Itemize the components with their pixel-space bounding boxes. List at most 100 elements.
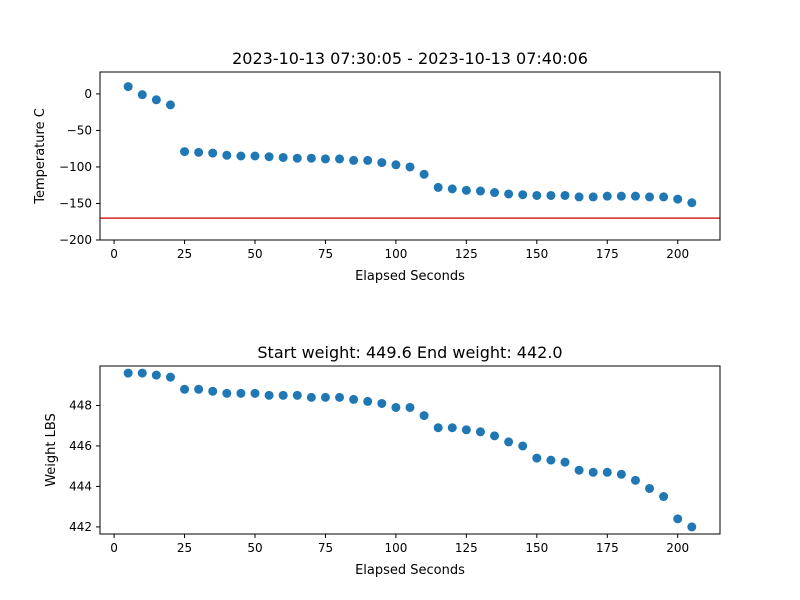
temperature-data-point bbox=[377, 158, 387, 168]
temperature-data-point bbox=[320, 154, 330, 164]
temperature-data-point bbox=[546, 190, 556, 200]
temperature-y-tick-label: −100 bbox=[59, 160, 92, 174]
weight-chart-title: Start weight: 449.6 End weight: 442.0 bbox=[257, 343, 562, 362]
temperature-x-tick-label: 200 bbox=[666, 247, 689, 261]
weight-data-point bbox=[264, 390, 274, 400]
temperature-data-point bbox=[532, 190, 542, 200]
temperature-data-point bbox=[461, 185, 471, 195]
weight-data-point bbox=[278, 390, 288, 400]
weight-data-point bbox=[461, 425, 471, 435]
weight-plot-frame bbox=[99, 365, 721, 535]
temperature-data-point bbox=[560, 190, 570, 200]
temperature-data-point bbox=[137, 90, 147, 100]
weight-y-tick-label: 442 bbox=[69, 520, 92, 534]
temperature-x-axis-label: Elapsed Seconds bbox=[355, 269, 465, 284]
weight-data-point bbox=[419, 411, 429, 421]
temperature-chart-title: 2023-10-13 07:30:05 - 2023-10-13 07:40:0… bbox=[232, 49, 588, 68]
temperature-y-tick-label: 0 bbox=[84, 87, 92, 101]
temperature-x-tick-label: 150 bbox=[525, 247, 548, 261]
weight-data-point bbox=[433, 423, 443, 433]
temperature-chart: 2023-10-13 07:30:05 - 2023-10-13 07:40:0… bbox=[33, 49, 721, 284]
weight-x-tick-label: 150 bbox=[525, 541, 548, 555]
weight-data-point bbox=[518, 441, 528, 451]
weight-data-point bbox=[490, 431, 500, 441]
weight-y-tick-label: 448 bbox=[69, 398, 92, 412]
temperature-data-point bbox=[419, 169, 429, 179]
temperature-data-point bbox=[687, 198, 697, 208]
weight-data-point bbox=[123, 368, 133, 378]
temperature-data-point bbox=[335, 154, 345, 164]
temperature-data-point bbox=[616, 191, 626, 201]
weight-data-point bbox=[616, 469, 626, 479]
temperature-data-point bbox=[588, 192, 598, 202]
weight-data-point bbox=[602, 467, 612, 477]
weight-x-tick-label: 200 bbox=[666, 541, 689, 555]
weight-data-point bbox=[504, 437, 514, 447]
weight-data-point bbox=[447, 423, 457, 433]
temperature-data-point bbox=[490, 188, 500, 198]
weight-data-point bbox=[222, 388, 232, 398]
weight-x-tick-label: 175 bbox=[596, 541, 619, 555]
weight-x-tick-label: 50 bbox=[247, 541, 262, 555]
temperature-y-tick-label: −150 bbox=[59, 196, 92, 210]
temperature-data-point bbox=[349, 155, 359, 165]
temperature-x-tick-label: 50 bbox=[247, 247, 262, 261]
weight-data-point bbox=[137, 368, 147, 378]
weight-data-point bbox=[645, 483, 655, 493]
temperature-data-point bbox=[433, 182, 443, 192]
temperature-data-point bbox=[363, 155, 373, 165]
weight-data-point bbox=[306, 392, 316, 402]
weight-x-axis-label: Elapsed Seconds bbox=[355, 563, 465, 578]
temperature-data-point bbox=[391, 160, 401, 170]
weight-data-point bbox=[250, 388, 260, 398]
temperature-data-point bbox=[306, 153, 316, 163]
weight-x-tick-label: 0 bbox=[110, 541, 118, 555]
weight-data-point bbox=[673, 514, 683, 524]
weight-chart: Start weight: 449.6 End weight: 442.0 0 2… bbox=[44, 343, 721, 578]
weight-data-point bbox=[194, 384, 204, 394]
temperature-data-point bbox=[180, 147, 190, 157]
temperature-data-point bbox=[208, 148, 218, 158]
weight-data-point bbox=[165, 372, 175, 382]
weight-data-point bbox=[363, 396, 373, 406]
temperature-data-point bbox=[292, 153, 302, 163]
temperature-x-tick-label: 0 bbox=[110, 247, 118, 261]
weight-data-point bbox=[560, 457, 570, 467]
weight-y-tick-label: 446 bbox=[69, 439, 92, 453]
weight-x-tick-label: 75 bbox=[318, 541, 333, 555]
temperature-data-point bbox=[236, 151, 246, 161]
temperature-data-point bbox=[264, 152, 274, 162]
weight-data-point bbox=[335, 392, 345, 402]
weight-data-point bbox=[588, 467, 598, 477]
weight-data-point bbox=[151, 370, 161, 380]
temperature-data-point bbox=[645, 192, 655, 202]
weight-data-point bbox=[630, 475, 640, 485]
temperature-data-point bbox=[630, 191, 640, 201]
temperature-data-point bbox=[659, 192, 669, 202]
weight-x-tick-label: 25 bbox=[177, 541, 192, 555]
weight-data-point bbox=[377, 398, 387, 408]
temperature-data-point bbox=[194, 147, 204, 157]
temperature-data-point bbox=[673, 194, 683, 204]
weight-data-point bbox=[391, 402, 401, 412]
temperature-data-point bbox=[222, 150, 232, 160]
temperature-data-point bbox=[278, 152, 288, 162]
temperature-x-tick-label: 100 bbox=[384, 247, 407, 261]
weight-data-point bbox=[236, 388, 246, 398]
temperature-data-point bbox=[165, 100, 175, 110]
temperature-data-point bbox=[123, 82, 133, 92]
weight-data-point bbox=[405, 402, 415, 412]
temperature-data-point bbox=[151, 95, 161, 105]
temperature-data-point bbox=[504, 189, 514, 199]
weight-data-point bbox=[320, 392, 330, 402]
weight-data-point bbox=[292, 390, 302, 400]
temperature-data-point bbox=[250, 151, 260, 161]
temperature-y-tick-label: −200 bbox=[59, 233, 92, 247]
weight-data-point bbox=[546, 455, 556, 465]
temperature-data-point bbox=[574, 192, 584, 202]
temperature-data-point bbox=[602, 191, 612, 201]
weight-data-point bbox=[659, 492, 669, 502]
weight-data-point bbox=[180, 384, 190, 394]
